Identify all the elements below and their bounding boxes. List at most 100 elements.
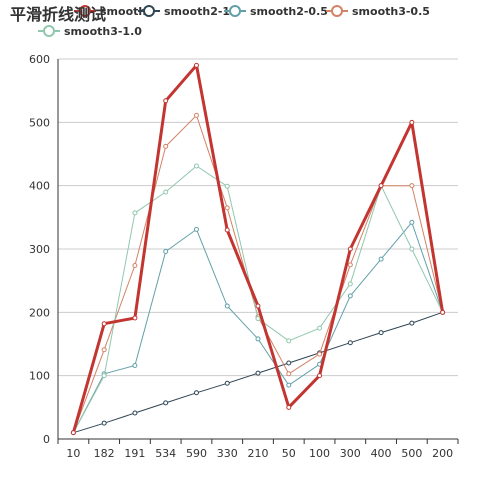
data-point bbox=[317, 325, 323, 331]
x-tick-label: 191 bbox=[124, 447, 145, 460]
data-point bbox=[163, 400, 169, 406]
data-point bbox=[286, 371, 292, 377]
legend-label: smooth3-0.5 bbox=[352, 5, 430, 18]
data-point bbox=[286, 382, 292, 388]
data-point bbox=[132, 410, 138, 416]
data-point bbox=[255, 316, 261, 322]
data-point bbox=[286, 404, 292, 410]
legend-swatch-marker bbox=[79, 5, 91, 17]
x-tick-label: 300 bbox=[340, 447, 361, 460]
series-smooth bbox=[70, 62, 446, 436]
data-point bbox=[193, 112, 199, 118]
x-tick-label: 534 bbox=[155, 447, 176, 460]
legend-label: smooth bbox=[100, 5, 146, 18]
y-tick-label: 0 bbox=[43, 433, 50, 446]
x-tick-label: 10 bbox=[66, 447, 80, 460]
x-tick-label: 590 bbox=[186, 447, 207, 460]
data-point bbox=[163, 189, 169, 195]
x-tick-label: 210 bbox=[248, 447, 269, 460]
data-point bbox=[132, 262, 138, 268]
legend-label: smooth2-1 bbox=[164, 5, 230, 18]
data-point bbox=[286, 338, 292, 344]
x-tick-label: 50 bbox=[282, 447, 296, 460]
data-point bbox=[317, 351, 323, 357]
data-point bbox=[101, 420, 107, 426]
legend[interactable]: smooth smooth2-1 smooth2-0.5 smooth3-0.5 smo… bbox=[38, 5, 430, 38]
data-point bbox=[409, 119, 415, 125]
data-point bbox=[132, 210, 138, 216]
series-smooth2-1 bbox=[70, 309, 446, 436]
legend-swatch-marker bbox=[143, 5, 155, 17]
data-point bbox=[101, 347, 107, 353]
legend-label: smooth2-0.5 bbox=[250, 5, 328, 18]
data-point bbox=[409, 219, 415, 225]
y-tick-label: 400 bbox=[29, 180, 50, 193]
data-point bbox=[286, 360, 292, 366]
x-tick-label: 200 bbox=[432, 447, 453, 460]
data-point bbox=[255, 370, 261, 376]
data-point bbox=[193, 390, 199, 396]
legend-swatch-marker bbox=[43, 25, 55, 37]
axes bbox=[57, 59, 459, 444]
data-point bbox=[132, 363, 138, 369]
series-smooth3-0.5 bbox=[70, 112, 446, 436]
data-point bbox=[409, 246, 415, 252]
series-line bbox=[72, 165, 444, 433]
y-tick-label: 500 bbox=[29, 116, 50, 129]
data-point bbox=[224, 183, 230, 189]
data-point bbox=[163, 249, 169, 255]
legend-item-smooth[interactable]: smooth bbox=[74, 5, 146, 18]
x-tick-label: 500 bbox=[401, 447, 422, 460]
y-tick-label: 300 bbox=[29, 243, 50, 256]
data-point bbox=[378, 256, 384, 262]
data-point bbox=[193, 62, 199, 68]
data-point bbox=[347, 293, 353, 299]
legend-swatch-marker bbox=[331, 5, 343, 17]
data-point bbox=[163, 98, 169, 104]
data-point bbox=[163, 143, 169, 149]
data-point bbox=[193, 226, 199, 232]
data-point bbox=[347, 340, 353, 346]
data-point bbox=[409, 320, 415, 326]
x-tick-label: 330 bbox=[217, 447, 238, 460]
data-point bbox=[347, 281, 353, 287]
x-tick-label: 182 bbox=[94, 447, 115, 460]
data-point bbox=[193, 163, 199, 169]
x-tick-label: 400 bbox=[371, 447, 392, 460]
data-point bbox=[224, 205, 230, 211]
data-point bbox=[224, 303, 230, 309]
legend-item-smooth2-1[interactable]: smooth2-1 bbox=[138, 5, 230, 18]
series-line bbox=[72, 221, 444, 433]
data-point bbox=[132, 315, 138, 321]
series-line bbox=[72, 114, 444, 433]
y-tick-label: 600 bbox=[29, 53, 50, 66]
data-point bbox=[317, 373, 323, 379]
chart-title: 平滑折线测试 bbox=[10, 5, 106, 24]
data-point bbox=[440, 309, 446, 315]
data-point bbox=[347, 246, 353, 252]
y-tick-label: 200 bbox=[29, 306, 50, 319]
data-point bbox=[101, 373, 107, 379]
data-point bbox=[101, 321, 107, 327]
data-point bbox=[378, 330, 384, 336]
data-point bbox=[224, 227, 230, 233]
grid bbox=[58, 58, 458, 377]
legend-item-smooth2-0.5[interactable]: smooth2-0.5 bbox=[224, 5, 328, 18]
y-tick-label: 100 bbox=[29, 370, 50, 383]
series-group bbox=[70, 62, 446, 436]
tick-labels: 0 100 200 300 400 500 600 10 182 191 534 590 330 210 5… bbox=[29, 53, 453, 460]
data-point bbox=[255, 336, 261, 342]
data-point bbox=[70, 430, 76, 436]
legend-swatch-marker bbox=[229, 5, 241, 17]
legend-label: smooth3-1.0 bbox=[64, 25, 142, 38]
legend-item-smooth3-0.5[interactable]: smooth3-0.5 bbox=[326, 5, 430, 18]
data-point bbox=[224, 380, 230, 386]
series-smooth3-1.0 bbox=[70, 163, 446, 436]
data-point bbox=[409, 183, 415, 189]
data-point bbox=[378, 183, 384, 189]
data-point bbox=[347, 262, 353, 268]
x-tick-label: 100 bbox=[309, 447, 330, 460]
legend-item-smooth3-1.0[interactable]: smooth3-1.0 bbox=[38, 25, 142, 38]
data-point bbox=[255, 303, 261, 309]
